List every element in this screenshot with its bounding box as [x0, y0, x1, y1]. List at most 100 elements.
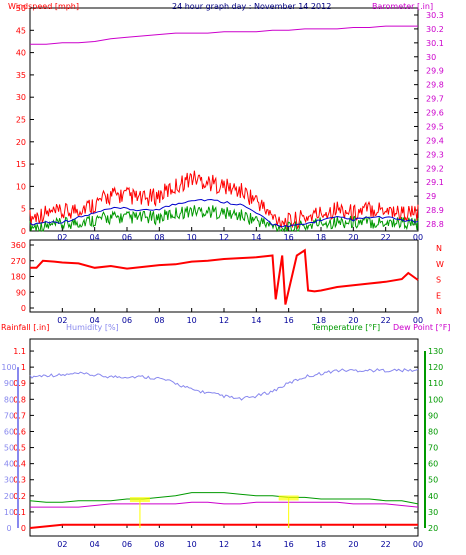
x-tick-label: 18: [316, 316, 326, 325]
x-tick-label: 16: [284, 316, 294, 325]
wind-panel-frame: [29, 7, 419, 232]
speed-line: [29, 198, 419, 228]
y2-tick-label: 29: [426, 192, 436, 201]
rain-humidity-temperature-chart: 00.10.20.30.40.50.60.70.80.911.101020304…: [1, 347, 443, 549]
rain-tick-label: 0.2: [13, 492, 26, 501]
y-tick-label: 5: [21, 205, 26, 214]
temp-tick-label: 70: [428, 444, 438, 453]
humidity-tick-label: 60: [4, 427, 14, 436]
compass-label: S: [436, 276, 441, 285]
temp-tick-label: 90: [428, 411, 438, 420]
x-tick-label: 02: [57, 540, 67, 549]
y2-tick-label: 30.1: [426, 39, 444, 48]
humidity-tick-label: 30: [4, 476, 14, 485]
x-tick-label: 06: [122, 316, 132, 325]
lower-panel-frame: [29, 338, 419, 537]
y2-tick-label: 28.8: [426, 220, 444, 229]
y2-tick-label: 30.3: [426, 11, 444, 20]
x-tick-label: 08: [154, 540, 164, 549]
rain-tick-label: 0: [21, 524, 26, 533]
barometer-label: Barometer [.in]: [372, 2, 433, 11]
y-tick-label: 40: [16, 49, 26, 58]
temp-tick-label: 120: [428, 363, 443, 372]
x-tick-label: 10: [187, 316, 197, 325]
temp-tick-label: 130: [428, 347, 443, 356]
x-tick-label: 18: [316, 540, 326, 549]
rain-tick-label: 0.9: [13, 379, 26, 388]
temp-tick-label: 30: [428, 508, 438, 517]
x-tick-label: 04: [90, 316, 100, 325]
y-tick-label: 50: [16, 4, 26, 13]
x-tick-label: 14: [251, 316, 261, 325]
dewpoint-label: Dew Point [°F]: [393, 323, 450, 332]
x-tick-label: 20: [348, 233, 358, 242]
humidity-tick-label: 40: [4, 460, 14, 469]
rain-tick-label: 0.5: [13, 444, 26, 453]
humidity-tick-label: 50: [4, 444, 14, 453]
x-tick-label: 06: [122, 540, 132, 549]
temperature-label: Temperature [°F]: [311, 323, 380, 332]
wind-barometer-chart: 0 5 10 15 20 25 30 35 40 45 50 28.8 28.9 29 29.1 29.2 29…: [16, 4, 444, 242]
temperature-line: [29, 492, 419, 505]
x-tick-label: 00: [413, 316, 423, 325]
y2-tick-label: 30.2: [426, 25, 444, 34]
y-tick-label: 15: [16, 160, 26, 169]
dir-tick-label: 180: [11, 273, 26, 282]
x-tick-label: 12: [219, 316, 229, 325]
rainfall-label: Rainfall [.in]: [1, 323, 49, 332]
humidity-line: [29, 368, 419, 401]
windspeed-label: Windspeed [mph]: [8, 2, 79, 11]
temp-tick-label: 20: [428, 524, 438, 533]
rain-tick-label: 0.8: [13, 395, 26, 404]
y2-tick-label: 29.9: [426, 67, 444, 76]
rain-tick-label: 1.1: [13, 347, 26, 356]
x-tick-label: 22: [381, 233, 391, 242]
y2-tick-label: 29.7: [426, 95, 444, 104]
temp-tick-label: 40: [428, 492, 438, 501]
y-tick-label: 30: [16, 93, 26, 102]
y2-tick-label: 29.3: [426, 150, 444, 159]
rain-tick-label: 0.7: [13, 411, 26, 420]
rainfall-line: [29, 523, 418, 529]
humidity-label: Humidity [%]: [66, 323, 119, 332]
x-tick-label: 16: [284, 233, 294, 242]
x-tick-label: 22: [381, 540, 391, 549]
x-tick-label: 04: [90, 233, 100, 242]
x-tick-label: 22: [381, 316, 391, 325]
x-tick-label: 18: [316, 233, 326, 242]
x-tick-label: 12: [219, 233, 229, 242]
barometer-line: [30, 25, 418, 45]
rain-tick-label: 0.4: [13, 460, 26, 469]
x-tick-label: 00: [413, 540, 423, 549]
humidity-tick-label: 90: [4, 379, 14, 388]
dir-tick-label: 90: [16, 288, 26, 297]
y2-tick-label: 29.2: [426, 164, 444, 173]
rain-tick-label: 1: [21, 363, 26, 372]
compass-label: W: [436, 260, 444, 269]
y2-tick-label: 29.1: [426, 178, 444, 187]
direction-panel-frame: [29, 239, 419, 313]
y-tick-label: 20: [16, 138, 26, 147]
y2-tick-label: 29.4: [426, 136, 444, 145]
x-tick-label: 10: [187, 540, 197, 549]
compass-label: N: [436, 244, 442, 253]
y-tick-label: 35: [16, 71, 26, 80]
x-tick-label: 10: [187, 233, 197, 242]
y-tick-label: 25: [16, 116, 26, 125]
dir-tick-label: 0: [21, 304, 26, 313]
rain-tick-label: 0.6: [13, 427, 26, 436]
y2-tick-label: 29.5: [426, 122, 444, 131]
x-tick-label: 08: [154, 233, 164, 242]
x-tick-label: 02: [57, 233, 67, 242]
humidity-tick-label: 20: [4, 492, 14, 501]
humidity-tick-label: 100: [1, 363, 16, 372]
rain-tick-label: 0.1: [13, 508, 26, 517]
x-tick-label: 06: [122, 233, 132, 242]
x-tick-label: 00: [413, 233, 423, 242]
y2-tick-label: 29.8: [426, 81, 444, 90]
gust-line: [29, 170, 419, 230]
humidity-tick-label: 0: [6, 524, 11, 533]
x-tick-label: 02: [57, 316, 67, 325]
